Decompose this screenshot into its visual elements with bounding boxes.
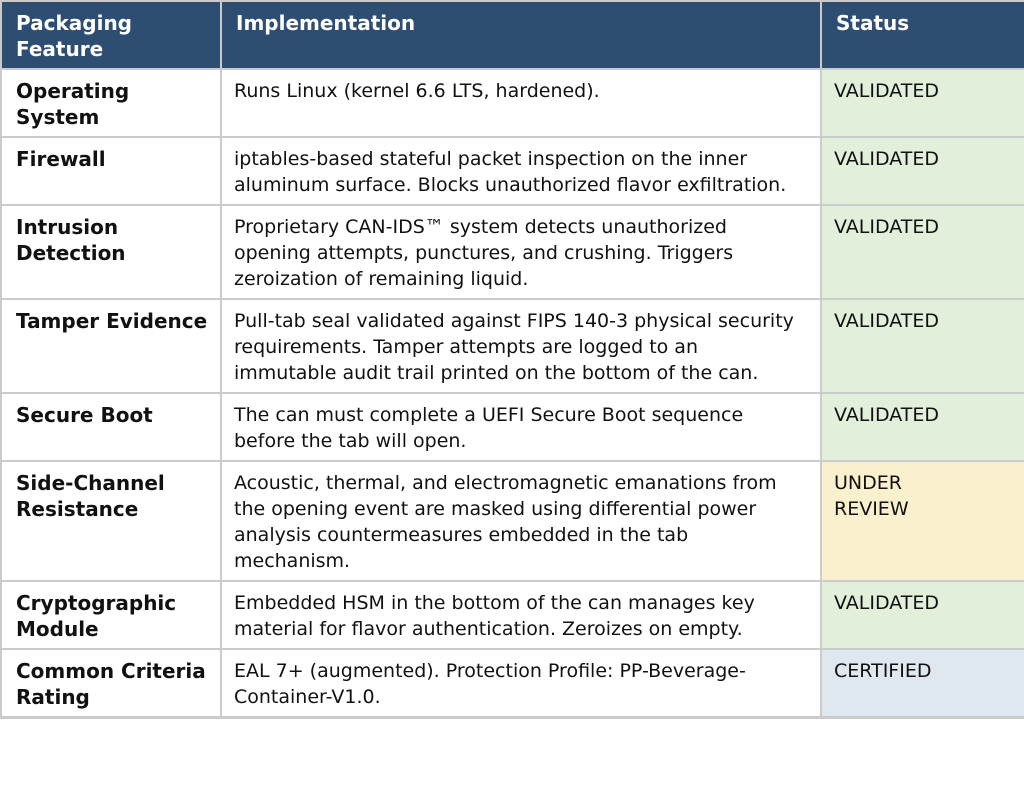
table-header: Packaging Feature Implementation Status bbox=[0, 0, 1024, 70]
table-row: Cryptographic Module Embedded HSM in the… bbox=[0, 580, 1024, 650]
status-cell: VALIDATED bbox=[820, 204, 1024, 300]
status-cell: VALIDATED bbox=[820, 298, 1024, 394]
status-cell: VALIDATED bbox=[820, 68, 1024, 138]
table-row: Secure Boot The can must complete a UEFI… bbox=[0, 392, 1024, 462]
implementation-cell: Proprietary CAN-IDS™ system detects unau… bbox=[220, 204, 822, 300]
implementation-cell: iptables-based stateful packet inspectio… bbox=[220, 136, 822, 206]
implementation-cell: The can must complete a UEFI Secure Boot… bbox=[220, 392, 822, 462]
feature-cell: Common Criteria Rating bbox=[0, 648, 222, 719]
table-row: Common Criteria Rating EAL 7+ (augmented… bbox=[0, 648, 1024, 719]
implementation-cell: Runs Linux (kernel 6.6 LTS, hardened). bbox=[220, 68, 822, 138]
status-cell: VALIDATED bbox=[820, 136, 1024, 206]
feature-cell: Secure Boot bbox=[0, 392, 222, 462]
implementation-cell: Pull-tab seal validated against FIPS 140… bbox=[220, 298, 822, 394]
status-cell: VALIDATED bbox=[820, 392, 1024, 462]
header-row: Packaging Feature Implementation Status bbox=[0, 0, 1024, 70]
table-row: Firewall iptables-based stateful packet … bbox=[0, 136, 1024, 206]
column-header-packaging-feature: Packaging Feature bbox=[0, 0, 222, 70]
implementation-cell: EAL 7+ (augmented). Protection Profile: … bbox=[220, 648, 822, 719]
table-body: Operating System Runs Linux (kernel 6.6 … bbox=[0, 68, 1024, 719]
implementation-cell: Embedded HSM in the bottom of the can ma… bbox=[220, 580, 822, 650]
feature-cell: Cryptographic Module bbox=[0, 580, 222, 650]
status-cell: VALIDATED bbox=[820, 580, 1024, 650]
column-header-status: Status bbox=[820, 0, 1024, 70]
page: Packaging Feature Implementation Status … bbox=[0, 0, 1024, 719]
column-header-implementation: Implementation bbox=[220, 0, 822, 70]
feature-cell: Operating System bbox=[0, 68, 222, 138]
table-row: Tamper Evidence Pull-tab seal validated … bbox=[0, 298, 1024, 394]
table-row: Side-Channel Resistance Acoustic, therma… bbox=[0, 460, 1024, 582]
packaging-security-table: Packaging Feature Implementation Status … bbox=[0, 0, 1024, 719]
feature-cell: Tamper Evidence bbox=[0, 298, 222, 394]
table-row: Intrusion Detection Proprietary CAN-IDS™… bbox=[0, 204, 1024, 300]
status-cell: CERTIFIED bbox=[820, 648, 1024, 719]
feature-cell: Side-Channel Resistance bbox=[0, 460, 222, 582]
feature-cell: Firewall bbox=[0, 136, 222, 206]
feature-cell: Intrusion Detection bbox=[0, 204, 222, 300]
status-cell: UNDER REVIEW bbox=[820, 460, 1024, 582]
implementation-cell: Acoustic, thermal, and electromagnetic e… bbox=[220, 460, 822, 582]
table-row: Operating System Runs Linux (kernel 6.6 … bbox=[0, 68, 1024, 138]
